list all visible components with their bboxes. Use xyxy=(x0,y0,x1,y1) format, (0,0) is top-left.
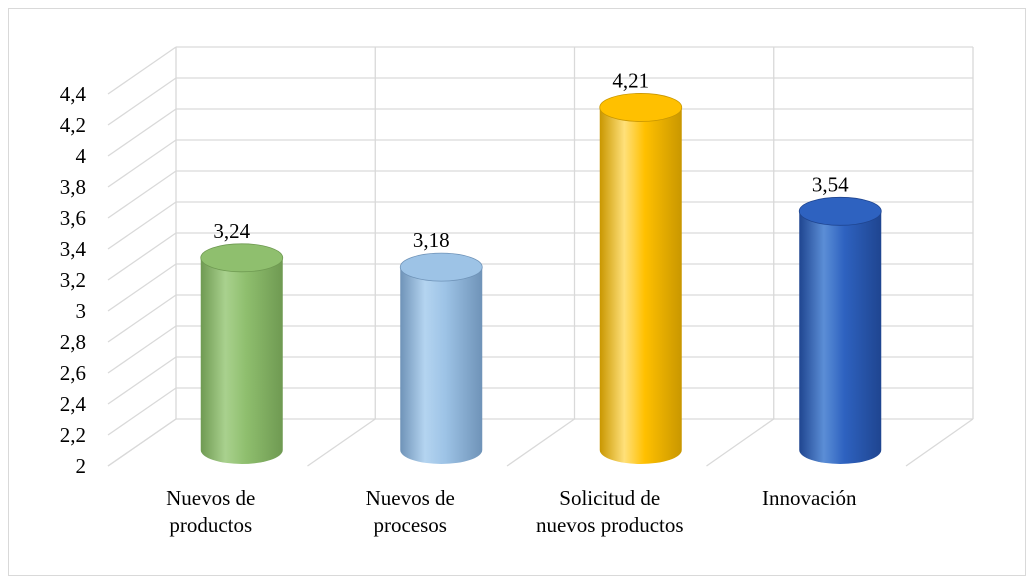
y-tick-label-10: 4 xyxy=(76,144,87,168)
bar-3 xyxy=(799,211,882,465)
y-tick-label-0: 2 xyxy=(76,454,87,478)
side-gridline-8 xyxy=(107,170,177,219)
y-tick-label-3: 2,6 xyxy=(60,361,86,385)
side-gridline-10 xyxy=(107,108,177,157)
bar-2 xyxy=(599,107,682,465)
y-tick-label-1: 2,2 xyxy=(60,423,86,447)
bar-0 xyxy=(200,257,283,465)
side-gridline-9 xyxy=(107,139,177,188)
side-gridline-12 xyxy=(107,46,177,95)
side-gridline-3 xyxy=(107,325,177,374)
x-category-label-1-1: procesos xyxy=(374,513,447,537)
side-gridline-5 xyxy=(107,263,177,312)
bar-top-0 xyxy=(200,243,284,273)
y-tick-label-4: 2,8 xyxy=(60,330,86,354)
bar-top-1 xyxy=(399,252,483,282)
x-category-label-0-0: Nuevos de xyxy=(166,486,255,510)
x-category-label-1-0: Nuevos de xyxy=(366,486,455,510)
x-category-label-2-0: Solicitud de xyxy=(559,486,660,510)
floor-line-2 xyxy=(506,418,575,467)
y-tick-label-6: 3,2 xyxy=(60,268,86,292)
data-label-0: 3,24 xyxy=(213,219,250,243)
side-gridline-1 xyxy=(107,387,177,436)
bar-top-3 xyxy=(798,196,882,226)
y-tick-label-12: 4,4 xyxy=(60,82,87,106)
y-tick-label-5: 3 xyxy=(76,299,87,323)
floor-line-1 xyxy=(307,418,376,467)
floor-line-3 xyxy=(706,418,775,467)
floor-line-0 xyxy=(107,418,177,467)
y-tick-label-2: 2,4 xyxy=(60,392,87,416)
x-category-label-2-1: nuevos productos xyxy=(536,513,684,537)
side-gridline-4 xyxy=(107,294,177,343)
y-tick-label-11: 4,2 xyxy=(60,113,86,137)
x-category-label-3-0: Innovación xyxy=(762,486,857,510)
y-tick-label-7: 3,4 xyxy=(60,237,87,261)
y-tick-label-9: 3,8 xyxy=(60,175,86,199)
y-tick-label-8: 3,6 xyxy=(60,206,86,230)
data-label-3: 3,54 xyxy=(812,172,849,196)
side-gridline-7 xyxy=(107,201,177,250)
floor-line-4 xyxy=(905,418,974,467)
side-gridline-11 xyxy=(107,77,177,126)
data-label-1: 3,18 xyxy=(413,228,450,252)
x-category-label-0-1: productos xyxy=(169,513,252,537)
data-label-2: 4,21 xyxy=(612,68,649,92)
side-gridline-6 xyxy=(107,232,177,281)
bar-top-2 xyxy=(599,93,683,122)
bar-1 xyxy=(400,267,483,465)
side-gridline-2 xyxy=(107,356,177,405)
